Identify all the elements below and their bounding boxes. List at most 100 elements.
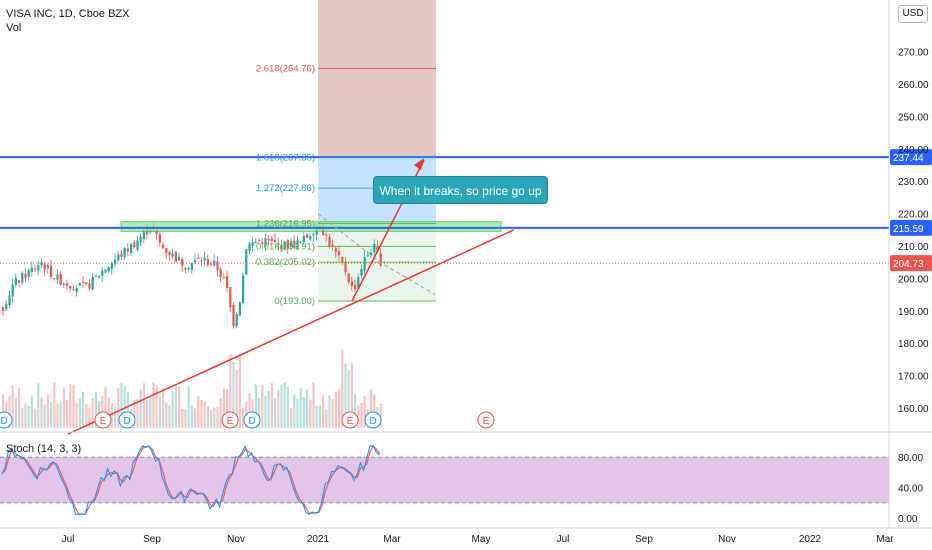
volume-bar — [302, 397, 305, 428]
resistance-zone — [120, 221, 502, 232]
candle-body — [286, 239, 289, 249]
volume-bar — [178, 386, 181, 428]
candle-body — [325, 234, 328, 236]
candle-body — [379, 253, 382, 267]
volume-bar — [34, 408, 37, 428]
volume-bar — [312, 382, 315, 428]
volume-bar — [357, 405, 360, 428]
candle-body — [168, 252, 171, 256]
volume-bar — [91, 398, 94, 428]
price-label-bg — [890, 255, 932, 272]
volume-bar — [168, 405, 171, 428]
volume-bar — [85, 403, 88, 428]
y-tick-label: 260.00 — [898, 80, 929, 91]
candle-body — [258, 239, 261, 241]
volume-bar — [296, 399, 299, 428]
candle-body — [37, 265, 40, 271]
volume-bar — [235, 369, 238, 428]
candle-body — [139, 236, 142, 243]
candle-body — [366, 255, 369, 257]
volume-bar — [280, 384, 283, 428]
volume-bar — [133, 400, 136, 428]
chart-legend: VISA INC, 1D, Cboe BZX Vol — [6, 7, 130, 35]
candle-body — [267, 238, 270, 241]
volume-bar — [194, 408, 197, 428]
candle-body — [216, 261, 219, 270]
candle-body — [114, 259, 117, 264]
candle-body — [78, 283, 81, 286]
candle-body — [53, 278, 56, 280]
volume-bar — [46, 394, 49, 428]
volume-bar — [277, 390, 280, 428]
volume-bar — [293, 394, 296, 428]
candle-body — [94, 275, 97, 277]
volume-bar — [149, 397, 152, 428]
drawing-overlays[interactable]: 2.618(264.76) 1.618(237.35) 1.272(227.86) 1… — [0, 64, 932, 435]
volume-bar — [350, 363, 353, 428]
candle-body — [296, 240, 299, 250]
y-tick-label: 210.00 — [898, 242, 929, 253]
candle-body — [133, 242, 136, 248]
candle-body — [210, 263, 213, 265]
candle-body — [174, 251, 177, 262]
volume-bar — [146, 399, 149, 428]
candle-body — [24, 273, 27, 279]
candle-body — [120, 253, 123, 257]
volume-bar — [354, 394, 357, 428]
x-tick-label: Nov — [718, 534, 736, 545]
symbol-title: VISA INC, 1D, Cboe BZX — [6, 8, 130, 20]
candle-body — [107, 267, 110, 272]
stoch-indicator-label: Stoch (14, 3, 3) — [6, 443, 82, 455]
fib-level-label: 1.236(216.95) — [256, 218, 315, 229]
annotation-callout[interactable]: When it breaks, so price go up — [373, 176, 548, 204]
volume-bar — [187, 386, 190, 428]
earnings-marker-label: E — [483, 416, 490, 427]
volume-bar — [370, 389, 373, 428]
volume-bar — [203, 401, 206, 428]
candle-body — [245, 249, 248, 275]
y-tick-label: 190.00 — [898, 307, 929, 318]
candle-body — [190, 263, 193, 270]
fib-level-label: 0(193.00) — [274, 296, 315, 307]
currency-button[interactable]: USD — [898, 5, 928, 23]
volume-bar — [242, 408, 245, 428]
candle-body — [222, 276, 225, 278]
candle-body — [146, 229, 149, 235]
candle-body — [85, 282, 88, 284]
volume-bar — [30, 396, 33, 428]
candle-body — [213, 260, 216, 266]
volume-bar — [37, 382, 40, 428]
candle-body — [8, 295, 11, 305]
candle-body — [66, 283, 69, 286]
candle-body — [158, 234, 161, 243]
volume-bar — [14, 398, 17, 428]
candle-body — [280, 244, 283, 251]
candle-body — [184, 268, 187, 270]
candle-body — [203, 257, 206, 261]
volume-bar — [27, 405, 30, 428]
y-tick-label: 180.00 — [898, 339, 929, 350]
volume-bar — [152, 382, 155, 428]
volume-bar — [142, 383, 145, 428]
y-tick-label: 170.00 — [898, 372, 929, 383]
volume-bar — [181, 409, 184, 428]
x-tick-label: Mar — [383, 534, 401, 545]
volume-bar — [341, 349, 344, 428]
volume-bar — [360, 403, 363, 428]
volume-bar — [139, 389, 142, 428]
volume-bar — [126, 392, 129, 428]
volume-bar — [232, 362, 235, 428]
volume-bar — [155, 385, 158, 428]
volume-bar — [165, 402, 168, 428]
stoch-y-tick: 40.00 — [898, 484, 923, 495]
candle-body — [229, 287, 232, 308]
candle-body — [360, 268, 363, 276]
candle-body — [270, 238, 273, 241]
candle-body — [171, 253, 174, 257]
volume-bar — [318, 405, 321, 428]
volume-bar — [114, 406, 117, 428]
dividend-marker-label: D — [369, 416, 376, 427]
arrow-head-icon — [414, 158, 424, 171]
